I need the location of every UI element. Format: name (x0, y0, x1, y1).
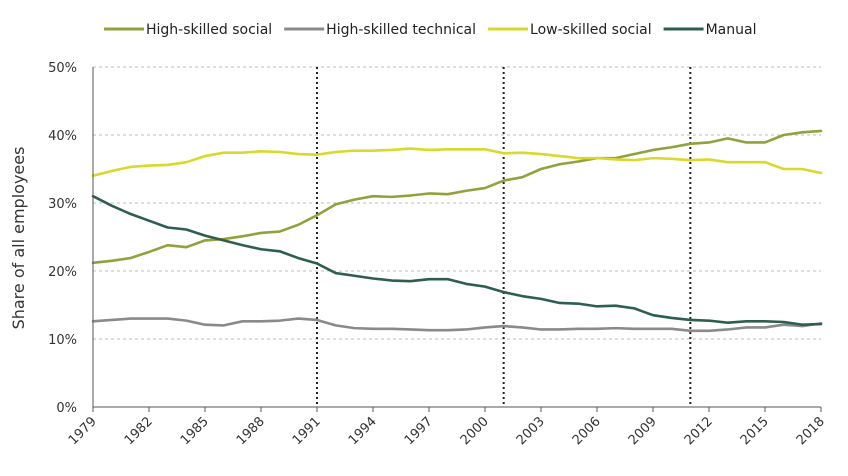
y-tick-label-20: 20% (48, 265, 77, 280)
x-tick-label-1994: 1994 (346, 414, 380, 448)
x-tick-label-2015: 2015 (738, 414, 772, 448)
y-tick-label-10: 10% (48, 333, 77, 348)
x-tick-label-2012: 2012 (682, 414, 716, 448)
x-tick-label-1988: 1988 (234, 414, 268, 448)
axes (92, 67, 822, 412)
x-tick-label-1985: 1985 (178, 414, 212, 448)
series-line-high-skilled-social (91, 129, 823, 265)
series-line-manual (91, 194, 823, 327)
y-tick-label-40: 40% (48, 129, 77, 144)
y-tick-labels: 0% 10% 20% 30% 40% 50% (48, 61, 77, 416)
x-tick-labels: 1979 1982 1985 1988 1991 1994 1997 2000 2003 2006… (66, 414, 828, 448)
x-tick-label-1991: 1991 (290, 414, 324, 448)
x-tick-label-2009: 2009 (626, 414, 660, 448)
legend-label-high-skilled-technical: High-skilled technical (326, 22, 476, 38)
legend-label-manual: Manual (706, 22, 757, 38)
legend-label-low-skilled-social: Low-skilled social (530, 22, 652, 38)
x-tick-label-2003: 2003 (514, 414, 548, 448)
series-line-low-skilled-social (91, 147, 823, 178)
y-tick-label-30: 30% (48, 197, 77, 212)
series-lines (91, 129, 823, 333)
x-tick-label-1979: 1979 (66, 414, 100, 448)
legend-label-high-skilled-social: High-skilled social (146, 22, 272, 38)
y-tick-label-0: 0% (56, 401, 77, 416)
x-tick-label-2018: 2018 (794, 414, 828, 448)
series-line-high-skilled-technical (91, 317, 823, 333)
x-tick-label-2006: 2006 (570, 414, 604, 448)
legend: High-skilled social High-skilled technica… (104, 22, 756, 38)
gridlines (93, 66, 821, 340)
y-tick-label-50: 50% (48, 61, 77, 76)
x-tick-label-1982: 1982 (122, 414, 156, 448)
y-axis-title: Share of all employees (9, 147, 28, 330)
reference-lines (316, 67, 692, 407)
x-tick-label-2000: 2000 (458, 414, 492, 448)
x-tick-label-1997: 1997 (402, 414, 436, 448)
